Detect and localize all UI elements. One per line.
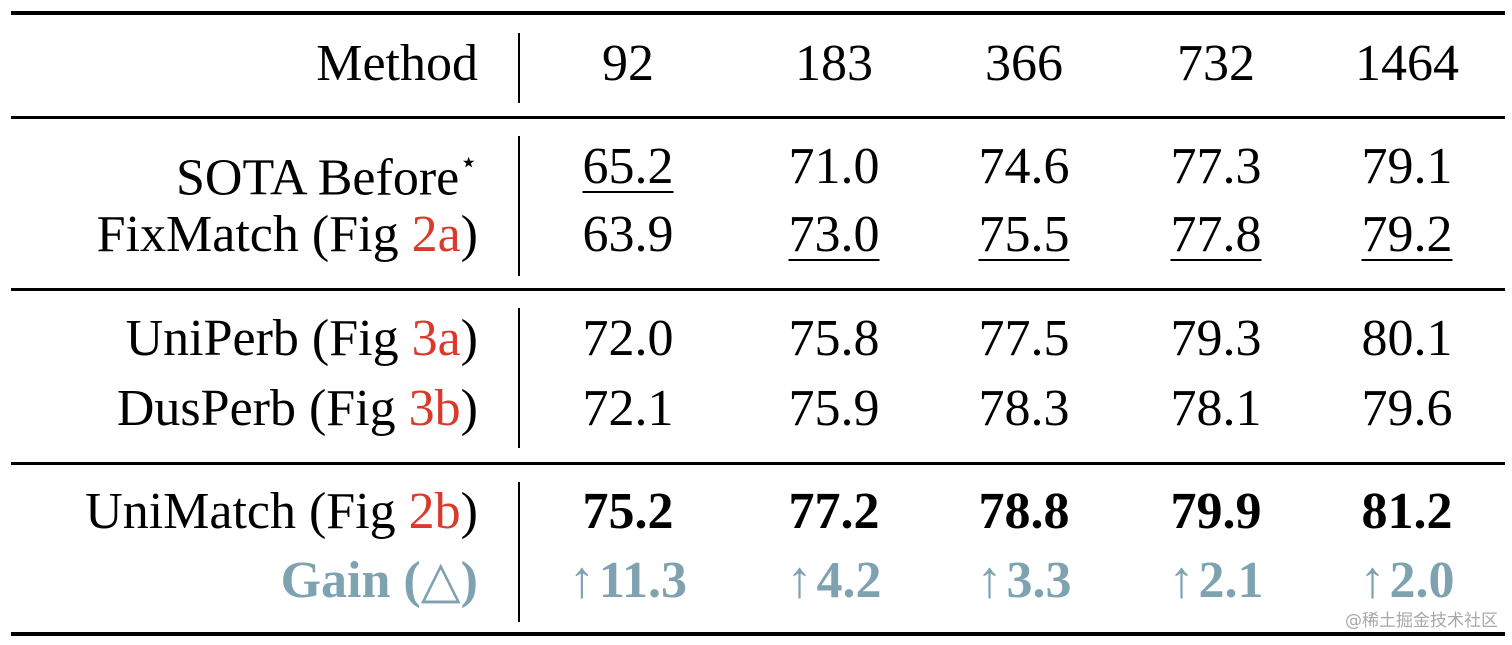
method-name: UniPerb (Fig: [125, 310, 412, 367]
table-cell: 75.2: [582, 483, 674, 540]
method-name: UniMatch (Fig: [85, 483, 409, 540]
table-cell: 79.1: [1361, 138, 1453, 195]
table-cell: 77.2: [788, 483, 880, 540]
table-row-gain: Gain (△) ↑11.3 ↑4.2 ↑3.3 ↑2.1 ↑2.0: [11, 550, 1505, 612]
gain-cell: ↑11.3: [568, 552, 688, 609]
figure-reference: 3b: [408, 380, 461, 437]
table-row-sota-before: SOTA Before⋆ 65.2 71.0 74.6 77.3 79.1: [11, 136, 1505, 206]
figure-reference: 2b: [408, 483, 461, 540]
group-rule-2: [11, 462, 1505, 465]
table-row-dusperb: DusPerb (Fig 3b) 72.1 75.9 78.3 78.1 79.…: [11, 378, 1505, 440]
up-arrow-icon: ↑: [786, 552, 813, 609]
gain-cell: ↑3.3: [976, 552, 1072, 609]
top-rule: [11, 11, 1505, 15]
figure-reference: 3a: [411, 310, 461, 367]
column-header: 1464: [1355, 35, 1459, 92]
bottom-rule: [11, 632, 1505, 636]
table-cell: 75.8: [788, 310, 880, 367]
method-close: ): [460, 483, 478, 540]
group-rule-1: [11, 288, 1505, 291]
table-cell: 63.9: [582, 206, 674, 263]
table-cell: 74.6: [978, 138, 1070, 195]
column-header: 92: [602, 35, 654, 92]
group1-vline: [518, 136, 520, 276]
gain-label: Gain (△): [280, 552, 478, 609]
method-close: ): [460, 310, 478, 367]
gain-cell: ↑2.1: [1168, 552, 1264, 609]
method-name: SOTA Before: [175, 149, 460, 207]
method-label: DusPerb (Fig 3b): [117, 378, 478, 440]
table-cell: 79.3: [1170, 310, 1262, 367]
method-label: UniMatch (Fig 2b): [85, 481, 478, 543]
method-close: ): [460, 380, 478, 437]
table-cell: 77.5: [978, 310, 1070, 367]
up-arrow-icon: ↑: [976, 552, 1003, 609]
method-label: UniPerb (Fig 3a): [126, 308, 478, 370]
column-header: 732: [1177, 35, 1255, 92]
group3-vline: [518, 482, 520, 622]
table-cell: 72.1: [582, 380, 674, 437]
results-table: Method 92 183 366 732 1464 SOTA Before⋆ …: [11, 0, 1505, 645]
group2-vline: [518, 308, 520, 448]
gain-cell: ↑2.0: [1359, 552, 1455, 609]
watermark: @稀土掘金技术社区: [1345, 611, 1498, 631]
column-header: 183: [795, 35, 873, 92]
up-arrow-icon: ↑: [1359, 552, 1386, 609]
table-cell: 72.0: [582, 310, 674, 367]
method-name: DusPerb (Fig: [116, 380, 409, 437]
table-cell: 81.2: [1361, 483, 1453, 540]
table-cell: 77.3: [1170, 138, 1262, 195]
method-name: FixMatch (Fig: [96, 206, 412, 263]
up-arrow-icon: ↑: [568, 552, 595, 609]
table-cell: 77.8: [1170, 206, 1262, 263]
table-cell: 80.1: [1361, 310, 1453, 367]
header-rule: [11, 116, 1505, 119]
column-header: 366: [985, 35, 1063, 92]
method-label: FixMatch (Fig 2a): [97, 204, 478, 266]
table-cell: 75.9: [788, 380, 880, 437]
table-cell: 78.3: [978, 380, 1070, 437]
table-row-unimatch: UniMatch (Fig 2b) 75.2 77.2 78.8 79.9 81…: [11, 481, 1505, 543]
table-cell: 71.0: [788, 138, 880, 195]
table-row-fixmatch: FixMatch (Fig 2a) 63.9 73.0 75.5 77.8 79…: [11, 204, 1505, 266]
header-row: Method 92 183 366 732 1464: [11, 33, 1505, 95]
up-arrow-icon: ↑: [1168, 552, 1195, 609]
method-header: Method: [316, 35, 478, 92]
table-cell: 73.0: [788, 206, 880, 263]
method-close: ): [460, 206, 478, 263]
header-vline: [518, 33, 520, 103]
table-cell: 75.5: [978, 206, 1070, 263]
star-superscript: ⋆: [459, 146, 478, 179]
table-row-uniperb: UniPerb (Fig 3a) 72.0 75.8 77.5 79.3 80.…: [11, 308, 1505, 370]
table-cell: 79.2: [1361, 206, 1453, 263]
table-cell: 78.8: [978, 483, 1070, 540]
table-cell: 65.2: [582, 138, 674, 195]
gain-cell: ↑4.2: [786, 552, 882, 609]
table-cell: 79.9: [1170, 483, 1262, 540]
table-cell: 78.1: [1170, 380, 1262, 437]
table-cell: 79.6: [1361, 380, 1453, 437]
figure-reference: 2a: [411, 206, 461, 263]
method-label: SOTA Before⋆: [176, 136, 478, 206]
